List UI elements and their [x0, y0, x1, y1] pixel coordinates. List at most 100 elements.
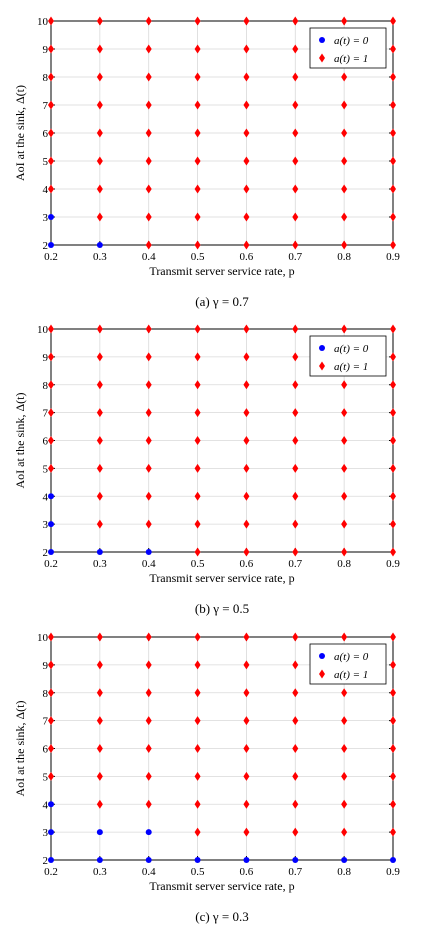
point-a1 — [243, 156, 250, 166]
point-a1 — [341, 16, 348, 26]
point-a1 — [292, 660, 299, 670]
point-a1 — [48, 44, 54, 54]
point-a1 — [48, 72, 54, 82]
point-a1 — [243, 716, 250, 726]
point-a1 — [194, 16, 201, 26]
point-a1 — [243, 771, 250, 781]
point-a1 — [194, 632, 201, 642]
y-tick-label: 7 — [43, 100, 49, 112]
point-a1 — [341, 408, 348, 418]
point-a0 — [96, 857, 103, 863]
legend: a(t) = 0 a(t) = 1 — [309, 27, 387, 69]
legend-label: a(t) = 1 — [334, 361, 368, 373]
point-a1 — [390, 771, 396, 781]
point-a0 — [96, 829, 103, 836]
point-a1 — [341, 771, 348, 781]
point-a1 — [390, 688, 396, 698]
point-a1 — [96, 352, 103, 362]
point-a1 — [96, 44, 103, 54]
y-tick-label: 3 — [43, 827, 49, 839]
point-a1 — [194, 744, 201, 753]
x-tick-label: 0.3 — [93, 866, 107, 878]
point-a0 — [96, 549, 103, 555]
point-a1 — [390, 519, 396, 529]
x-tick-label: 0.2 — [44, 251, 58, 263]
point-a1 — [194, 212, 201, 222]
point-a0 — [48, 214, 54, 220]
point-a1 — [194, 827, 201, 837]
point-a1 — [96, 184, 103, 194]
point-a1 — [292, 827, 299, 837]
point-a0 — [48, 801, 54, 808]
y-tick-label: 8 — [43, 72, 49, 84]
point-a1 — [145, 463, 152, 473]
point-a1 — [243, 212, 250, 222]
point-a1 — [145, 352, 152, 362]
point-a1 — [48, 324, 54, 334]
point-a1 — [194, 184, 201, 194]
point-a1 — [145, 100, 152, 110]
point-a0 — [292, 857, 299, 863]
point-a1 — [194, 240, 201, 250]
point-a1 — [292, 324, 299, 334]
y-tick-label: 6 — [43, 436, 49, 448]
point-a1 — [341, 436, 348, 445]
point-a1 — [96, 408, 103, 418]
point-a1 — [243, 380, 250, 390]
point-a1 — [48, 463, 54, 473]
point-a1 — [96, 716, 103, 726]
x-tick-label: 0.8 — [337, 558, 351, 570]
point-a1 — [390, 100, 396, 110]
point-a1 — [243, 184, 250, 194]
point-a1 — [194, 436, 201, 445]
point-a1 — [390, 716, 396, 726]
legend: a(t) = 0 a(t) = 1 — [309, 335, 387, 377]
point-a1 — [341, 744, 348, 753]
y-tick-label: 2 — [43, 547, 49, 559]
point-a1 — [390, 744, 396, 753]
point-a1 — [390, 352, 396, 362]
point-a1 — [194, 771, 201, 781]
point-a1 — [292, 44, 299, 54]
point-a1 — [145, 716, 152, 726]
x-tick-label: 0.9 — [386, 866, 400, 878]
point-a1 — [145, 771, 152, 781]
point-a1 — [292, 212, 299, 222]
point-a1 — [194, 716, 201, 726]
point-a1 — [292, 156, 299, 166]
y-tick-label: 2 — [43, 855, 49, 867]
point-a1 — [243, 744, 250, 753]
point-a1 — [341, 184, 348, 194]
point-a1 — [145, 519, 152, 529]
y-tick-label: 7 — [43, 408, 49, 420]
legend-label: a(t) = 0 — [334, 35, 369, 47]
point-a1 — [243, 408, 250, 418]
point-a0 — [96, 242, 103, 248]
point-a1 — [96, 688, 103, 698]
point-a1 — [145, 491, 152, 501]
point-a1 — [145, 16, 152, 26]
point-a1 — [390, 660, 396, 670]
point-a0 — [48, 549, 54, 555]
point-a1 — [292, 771, 299, 781]
y-tick-label: 6 — [43, 744, 49, 756]
point-a1 — [243, 688, 250, 698]
y-axis-label: AoI at the sink, Δ(t) — [13, 85, 27, 181]
point-a1 — [292, 16, 299, 26]
point-a1 — [390, 632, 396, 642]
legend-marker-a0 — [319, 345, 325, 351]
point-a1 — [243, 352, 250, 362]
point-a1 — [194, 519, 201, 529]
point-a1 — [390, 408, 396, 418]
legend-marker-a0 — [319, 37, 325, 43]
point-a1 — [243, 463, 250, 473]
point-a1 — [292, 184, 299, 194]
point-a1 — [292, 799, 299, 809]
point-a1 — [341, 72, 348, 82]
x-tick-label: 0.7 — [288, 251, 302, 263]
point-a1 — [390, 212, 396, 222]
point-a1 — [243, 100, 250, 110]
point-a1 — [194, 491, 201, 501]
point-a1 — [96, 799, 103, 809]
point-a1 — [243, 324, 250, 334]
